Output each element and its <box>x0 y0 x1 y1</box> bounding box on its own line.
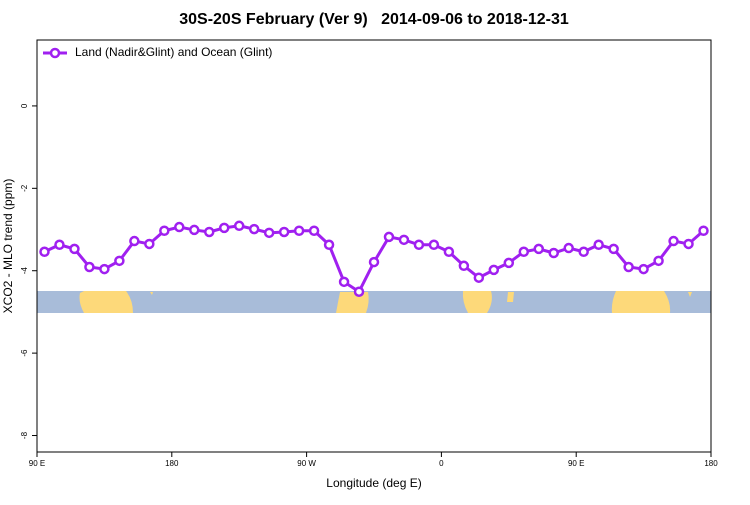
x-tick-label: 0 <box>439 459 444 468</box>
point <box>189 224 200 236</box>
point <box>144 238 155 250</box>
point <box>503 257 515 269</box>
point <box>203 226 215 238</box>
point <box>488 264 500 276</box>
x-tick-label: 90 E <box>29 459 45 468</box>
point <box>653 255 664 267</box>
point <box>458 260 470 272</box>
point <box>608 243 619 255</box>
point <box>683 238 694 250</box>
x-tick-label: 180 <box>165 459 179 468</box>
plot-frame <box>36 39 712 453</box>
point <box>39 246 50 258</box>
point <box>383 231 395 243</box>
point <box>248 223 260 235</box>
y-tick-label: -2 <box>20 184 29 192</box>
chart-title: 30S-20S February (Ver 9) 2014-09-06 to 2… <box>179 11 569 28</box>
point <box>218 222 230 234</box>
point <box>413 239 425 251</box>
point <box>338 276 350 288</box>
y-tick-label: -8 <box>20 431 29 439</box>
x-tick-label: 90 E <box>568 459 584 468</box>
x-tick-label: 90 W <box>297 459 316 468</box>
legend-label: Land (Nadir&Glint) and Ocean (Glint) <box>75 45 272 59</box>
y-axis-label: XCO2 - MLO trend (ppm) <box>1 179 15 314</box>
point <box>578 246 589 258</box>
point <box>368 256 380 268</box>
x-axis-label: Longitude (deg E) <box>326 476 421 490</box>
point <box>159 225 170 237</box>
point <box>233 220 245 232</box>
point <box>174 221 185 233</box>
point <box>398 234 410 246</box>
point <box>428 239 440 251</box>
point <box>278 226 290 238</box>
point <box>593 239 604 251</box>
point <box>563 242 574 254</box>
point <box>308 225 320 237</box>
point <box>263 227 275 239</box>
point <box>473 272 485 283</box>
point <box>84 261 95 273</box>
map-strip <box>37 291 711 313</box>
point <box>69 243 80 255</box>
point <box>293 225 305 237</box>
x-tick-label: 180 <box>704 459 718 468</box>
y-tick-label: -6 <box>20 349 29 357</box>
point <box>698 225 709 237</box>
y-tick-label: -4 <box>20 267 29 275</box>
point <box>623 261 634 273</box>
point <box>114 255 125 267</box>
point <box>443 246 455 258</box>
point <box>548 247 559 259</box>
point <box>54 239 65 251</box>
y-tick-label: 0 <box>20 103 29 108</box>
legend-marker <box>49 47 61 59</box>
point <box>129 235 140 247</box>
point <box>323 239 335 251</box>
point <box>638 263 649 275</box>
point <box>518 246 530 258</box>
point <box>668 235 679 247</box>
point <box>353 286 365 297</box>
point <box>533 243 545 255</box>
point <box>99 263 110 275</box>
